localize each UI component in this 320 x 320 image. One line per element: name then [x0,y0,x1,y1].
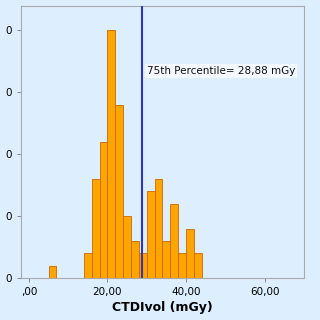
Bar [186,229,194,278]
Bar [194,253,202,278]
Bar [170,204,178,278]
Bar [178,253,186,278]
Bar [49,266,56,278]
Bar [84,253,92,278]
Bar [108,30,115,278]
Bar [92,179,100,278]
Bar [139,253,147,278]
Bar [123,216,131,278]
X-axis label: CTDIvol (mGy): CTDIvol (mGy) [112,301,213,315]
Bar [115,105,123,278]
Bar [147,191,155,278]
Bar [100,142,108,278]
Text: 75th Percentile= 28,88 mGy: 75th Percentile= 28,88 mGy [147,66,295,76]
Bar [131,241,139,278]
Bar [155,179,163,278]
Bar [163,241,170,278]
